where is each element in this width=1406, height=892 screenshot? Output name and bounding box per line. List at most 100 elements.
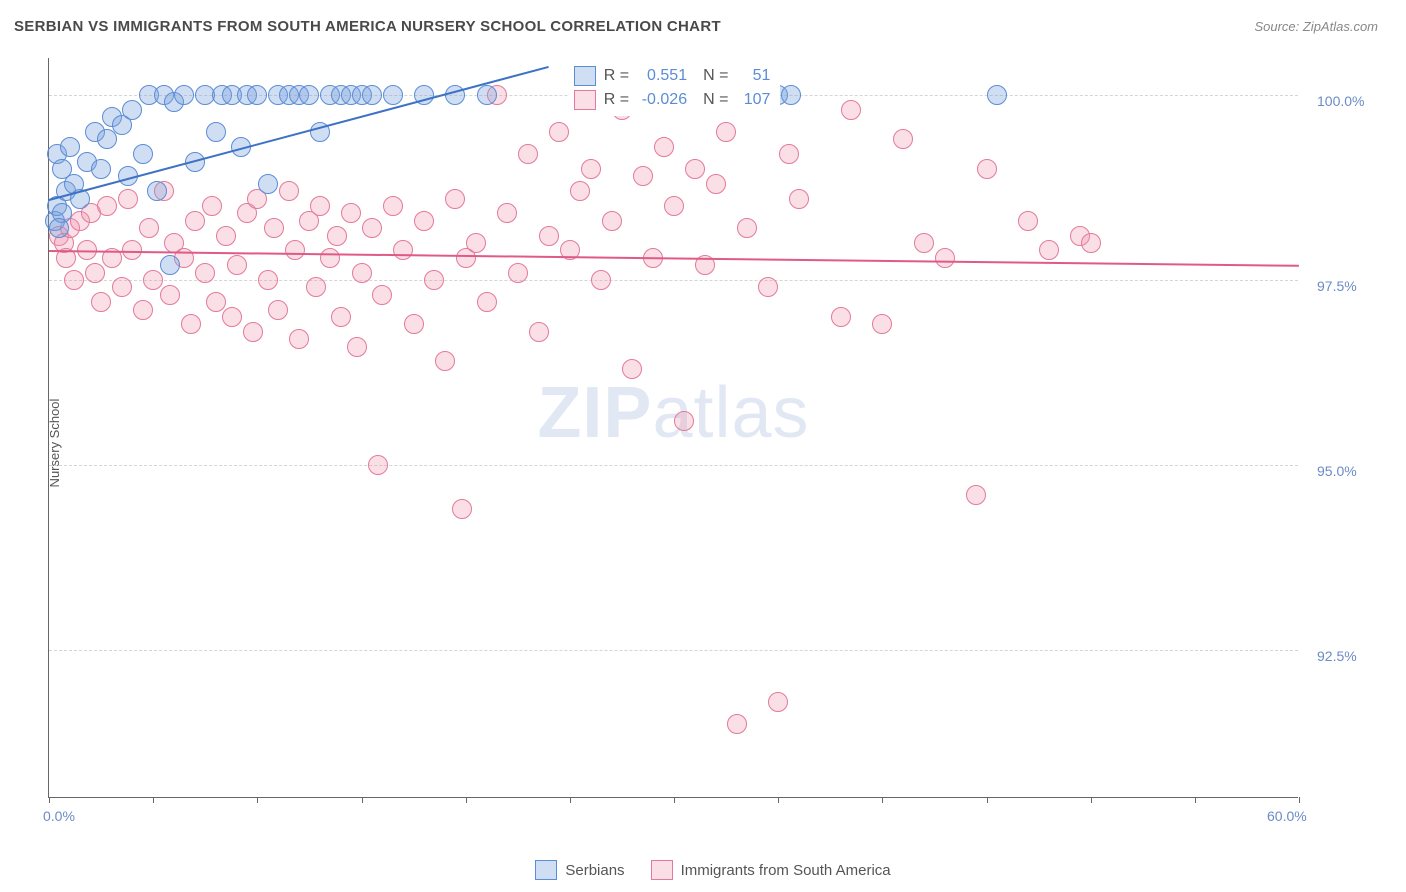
stats-row: R =-0.026N =107 (574, 88, 771, 112)
stats-row: R =0.551N =51 (574, 64, 771, 88)
sa-point (118, 189, 138, 209)
gridline (49, 280, 1298, 281)
serbians-point (133, 144, 153, 164)
serbians-point (258, 174, 278, 194)
legend-swatch (574, 66, 596, 86)
sa-point (202, 196, 222, 216)
sa-point (477, 292, 497, 312)
sa-point (216, 226, 236, 246)
legend-swatch (574, 90, 596, 110)
x-tick (49, 797, 50, 803)
sa-point (320, 248, 340, 268)
sa-point (143, 270, 163, 290)
legend-swatch (535, 860, 557, 880)
sa-point (133, 300, 153, 320)
sa-point (362, 218, 382, 238)
sa-point (893, 129, 913, 149)
legend-label: Immigrants from South America (681, 862, 891, 879)
y-tick-label: 97.5% (1317, 278, 1357, 294)
serbians-point (781, 85, 801, 105)
chart-source: Source: ZipAtlas.com (1254, 19, 1378, 34)
sa-point (779, 144, 799, 164)
sa-point (789, 189, 809, 209)
sa-point (1039, 240, 1059, 260)
sa-point (139, 218, 159, 238)
sa-point (222, 307, 242, 327)
sa-point (352, 263, 372, 283)
y-tick-label: 100.0% (1317, 93, 1364, 109)
x-tick (1299, 797, 1300, 803)
sa-point (508, 263, 528, 283)
sa-point (160, 285, 180, 305)
plot-area: ZIPatlas 92.5%95.0%97.5%100.0%0.0%60.0%R… (48, 58, 1298, 798)
sa-point (466, 233, 486, 253)
gridline (49, 465, 1298, 466)
sa-point (91, 292, 111, 312)
sa-point (452, 499, 472, 519)
sa-point (935, 248, 955, 268)
sa-point (195, 263, 215, 283)
sa-point (622, 359, 642, 379)
sa-point (414, 211, 434, 231)
y-tick-label: 95.0% (1317, 463, 1357, 479)
serbians-point (160, 255, 180, 275)
x-tick (778, 797, 779, 803)
n-value: 51 (736, 67, 770, 85)
sa-point (1081, 233, 1101, 253)
x-tick-label: 0.0% (43, 808, 75, 824)
x-tick-label: 60.0% (1267, 808, 1307, 824)
sa-point (737, 218, 757, 238)
sa-point (591, 270, 611, 290)
sa-point (368, 455, 388, 475)
x-tick (1195, 797, 1196, 803)
r-value: -0.026 (637, 91, 687, 109)
sa-point (914, 233, 934, 253)
serbians-point (247, 85, 267, 105)
sa-point (85, 263, 105, 283)
serbians-point (60, 137, 80, 157)
sa-point (268, 300, 288, 320)
sa-point (727, 714, 747, 734)
chart-header: SERBIAN VS IMMIGRANTS FROM SOUTH AMERICA… (0, 0, 1406, 45)
sa-point (285, 240, 305, 260)
y-tick-label: 92.5% (1317, 648, 1357, 664)
serbians-point (97, 129, 117, 149)
sa-point (383, 196, 403, 216)
serbians-point (206, 122, 226, 142)
serbians-point (362, 85, 382, 105)
r-label: R = (604, 91, 629, 109)
serbians-point (383, 85, 403, 105)
sa-point (341, 203, 361, 223)
serbians-point (147, 181, 167, 201)
serbians-point (987, 85, 1007, 105)
r-value: 0.551 (637, 67, 687, 85)
sa-point (706, 174, 726, 194)
sa-point (306, 277, 326, 297)
sa-point (243, 322, 263, 342)
serbians-point (91, 159, 111, 179)
sa-point (97, 196, 117, 216)
sa-point (1018, 211, 1038, 231)
serbians-point (477, 85, 497, 105)
sa-point (347, 337, 367, 357)
sa-point (674, 411, 694, 431)
serbians-point (122, 100, 142, 120)
x-tick (882, 797, 883, 803)
sa-point (497, 203, 517, 223)
r-label: R = (604, 67, 629, 85)
sa-point (841, 100, 861, 120)
sa-point (227, 255, 247, 275)
sa-point (529, 322, 549, 342)
serbians-point (174, 85, 194, 105)
sa-point (331, 307, 351, 327)
x-tick (466, 797, 467, 803)
watermark: ZIPatlas (537, 372, 809, 454)
chart-title: SERBIAN VS IMMIGRANTS FROM SOUTH AMERICA… (14, 18, 721, 35)
sa-point (424, 270, 444, 290)
sa-point (445, 189, 465, 209)
sa-point (258, 270, 278, 290)
sa-point (570, 181, 590, 201)
sa-point (327, 226, 347, 246)
sa-point (549, 122, 569, 142)
sa-point (602, 211, 622, 231)
